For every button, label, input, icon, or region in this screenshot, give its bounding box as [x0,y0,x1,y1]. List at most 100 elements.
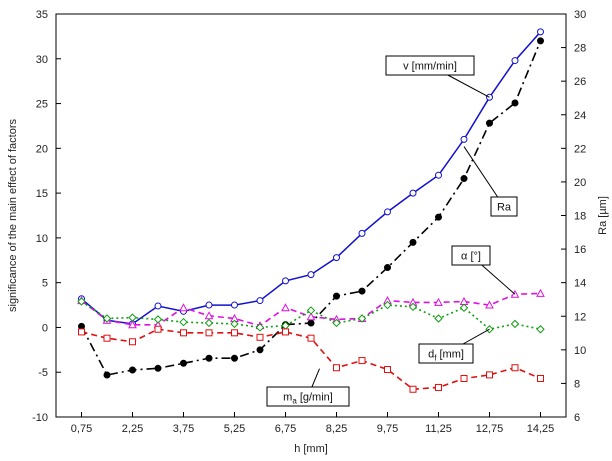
y2-axis-label: Ra [µm] [597,196,609,235]
y2-tick-label: 12 [574,311,586,323]
callout-label: df [mm] [428,349,464,363]
data-point [435,171,442,179]
data-point [408,302,418,312]
callout-box [385,55,475,76]
data-point [307,319,315,327]
data-point [332,318,341,328]
y-tick-label: 30 [36,54,48,66]
data-point [435,213,442,221]
y-tick-label: 35 [36,9,48,21]
data-point [307,271,315,279]
y-tick-label: -5 [38,367,48,379]
callout-4: ma [g/min] [266,368,350,407]
y-tick-label: 25 [36,99,48,111]
y-tick-label: 5 [42,278,48,290]
data-point [102,314,112,323]
x-tick-label: 14,25 [527,423,555,435]
y2-tick-label: 20 [574,177,586,189]
callout-3: df [mm] [418,328,490,364]
callout-leader [463,146,499,198]
data-point [231,301,238,309]
x-tick-label: 5,25 [224,423,245,435]
data-point [128,313,137,322]
data-point [333,254,340,262]
data-point [434,314,443,323]
data-point [180,329,187,337]
data-point [384,208,391,216]
data-point [129,366,136,374]
y2-tick-label: 10 [574,345,586,357]
data-point [231,329,238,337]
y-tick-label: 20 [36,143,48,155]
y2-tick-label: 22 [574,143,586,155]
data-point [358,357,366,365]
data-point [459,303,469,312]
data-point [256,346,264,354]
y2-tick-label: 28 [574,43,586,55]
data-point [357,314,367,323]
series-line [81,31,542,325]
x-tick-label: 12,75 [476,423,504,435]
plot-frame [55,13,567,418]
callout-label-sub: f [434,354,437,363]
y2-tick-label: 14 [574,278,586,290]
data-point [153,315,163,324]
series-3 [77,297,545,334]
data-point [78,328,85,336]
callout-box [266,386,350,407]
y2-tick-label: 24 [574,110,586,122]
data-point [536,288,545,297]
data-point [511,57,519,65]
callout-box [451,245,491,266]
data-point [180,359,187,367]
callout-label-suffix: [mm] [436,349,464,361]
data-point [460,374,468,382]
data-point [205,329,213,337]
data-point [511,99,519,107]
data-point [511,364,519,372]
data-point [536,325,545,334]
callout-box [490,196,518,217]
callout-label-sub: a [292,397,297,406]
x-tick-label: 2,25 [122,423,143,435]
data-point [154,325,162,333]
data-point [230,319,239,329]
data-point [205,301,213,309]
data-point [103,334,111,342]
callout-label-main: d [428,349,434,361]
data-point [204,318,214,328]
x-tick-label: 3,75 [173,423,194,435]
callout-leader [447,74,490,98]
x-tick-label: 9,75 [377,423,398,435]
data-point [537,37,544,45]
data-point [383,300,392,310]
data-point [409,189,417,197]
y2-tick-label: 8 [574,378,580,390]
data-point [435,383,442,391]
data-point [205,354,213,362]
data-point [510,319,520,329]
data-point [282,328,289,336]
data-point [154,364,162,372]
data-point [358,287,366,295]
callout-2: α [°] [451,245,516,295]
data-point [537,28,544,36]
data-point [306,312,316,321]
y-tick-label: 10 [36,233,48,245]
callout-label: ma [g/min] [283,392,333,406]
data-point [306,306,316,315]
y-tick-label: -10 [32,412,48,424]
data-point [384,264,391,272]
data-point [256,333,264,341]
data-point [179,317,188,327]
y2-tick-label: 26 [574,76,586,88]
data-point [281,303,290,312]
data-point [282,277,289,285]
data-point [409,385,417,393]
data-point [460,135,468,143]
series-1 [78,37,544,379]
data-point [434,297,443,306]
data-point [333,364,340,372]
data-point [129,338,136,346]
